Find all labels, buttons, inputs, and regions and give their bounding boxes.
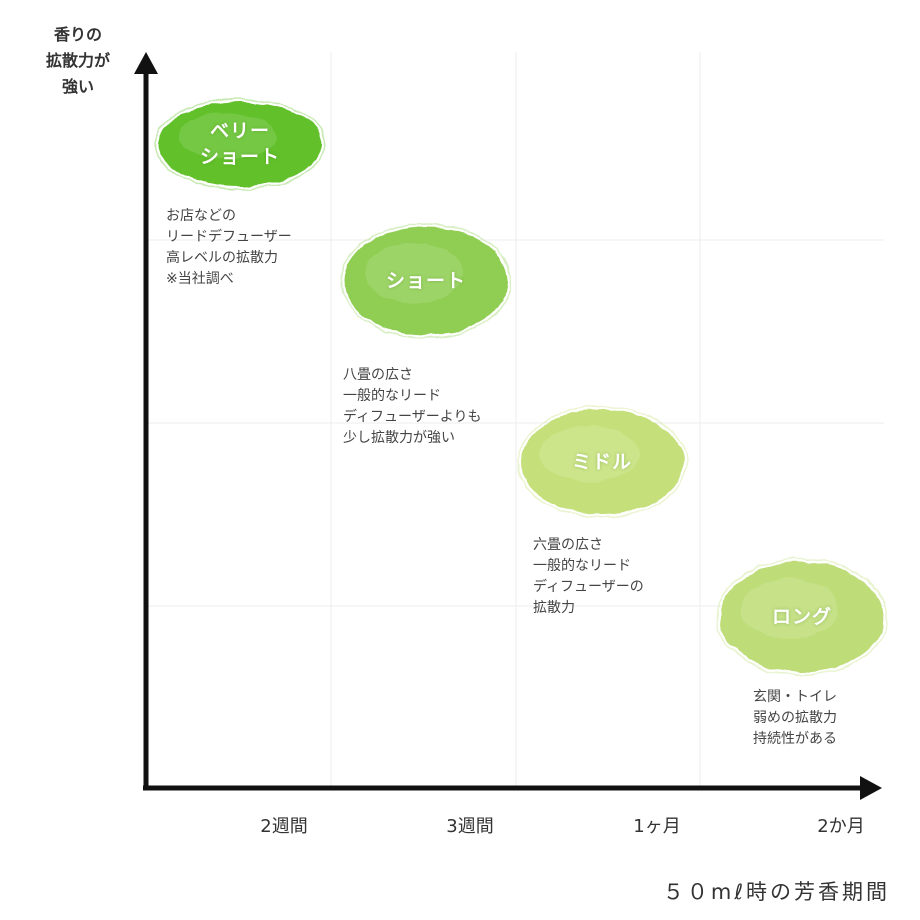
point-blob-outline — [716, 558, 888, 676]
point-blob-highlight — [364, 243, 464, 303]
y-axis-label-line: 拡散力が — [45, 51, 110, 70]
y-axis-label-line: 香りの — [53, 25, 102, 44]
point-blob-highlight — [740, 578, 840, 640]
point-description-line: リードデフューザー — [166, 229, 292, 245]
point-blob — [716, 558, 888, 676]
point-description-line: 一般的なリード — [533, 558, 631, 574]
point-blob-highlight — [540, 425, 640, 483]
point-name: ミドル — [572, 449, 632, 475]
point-description-line: 八畳の広さ — [343, 367, 413, 383]
point-name: ショート — [386, 268, 466, 294]
data-points — [154, 98, 888, 676]
point-blob — [154, 98, 326, 190]
x-tick-label: 3週間 — [446, 816, 494, 837]
point-name: ベリー ショート — [200, 118, 280, 170]
point-blob-outline — [516, 406, 688, 518]
point-description-line: 弱めの拡散力 — [753, 710, 837, 726]
point-description-line: 一般的なリード — [343, 388, 441, 404]
point-description: 六畳の広さ一般的なリード ディフューザーの 拡散力 — [533, 535, 644, 619]
point-description: 八畳の広さ一般的なリードディフューザーよりも 少し拡散力が強い — [343, 365, 481, 449]
point-name-line: ベリー — [209, 120, 271, 142]
y-axis-arrow-icon — [134, 52, 158, 74]
point-description-line: 六畳の広さ — [533, 537, 603, 553]
point-description-line: 拡散力 — [533, 600, 575, 616]
point-name-line: ロング — [771, 606, 833, 628]
point-description-line: 高レベルの拡散力 — [166, 250, 278, 266]
x-tick-label: 2週間 — [260, 816, 308, 837]
point-blob-outline — [154, 98, 326, 190]
point-description-line: 少し拡散力が強い — [343, 430, 455, 446]
point-name: ロング — [772, 604, 832, 630]
point-name-line: ショート — [385, 270, 467, 292]
point-blob-outline — [340, 223, 512, 339]
x-axis-arrow-icon — [860, 776, 882, 800]
y-axis-label-line: 強い — [61, 77, 94, 96]
point-description-line: 玄関・トイレ — [753, 689, 837, 705]
x-axis-label: ５０mℓ時の芳香期間 — [662, 880, 890, 904]
point-blob — [516, 406, 688, 518]
point-description: お店などのリードデフューザー 高レベルの拡散力 ※当社調べ — [166, 206, 292, 290]
gridlines — [146, 52, 884, 786]
point-description-line: 持続性がある — [753, 731, 837, 747]
point-description: 玄関・トイレ 弱めの拡散力 持続性がある — [753, 687, 837, 750]
x-tick-label: 2か月 — [817, 816, 865, 837]
x-tick-label: 1ヶ月 — [633, 816, 681, 837]
point-description-line: ディフューザーの — [533, 579, 644, 595]
y-axis-label: 香りの 拡散力が 強い — [28, 22, 128, 100]
point-name-line: ショート — [199, 146, 281, 168]
point-description-line: ディフューザーよりも — [343, 409, 482, 425]
point-name-line: ミドル — [571, 451, 633, 473]
point-description-line: ※当社調べ — [166, 271, 234, 287]
point-blob-highlight — [178, 112, 278, 160]
point-blob — [340, 223, 512, 339]
point-description-line: お店などの — [166, 208, 236, 224]
